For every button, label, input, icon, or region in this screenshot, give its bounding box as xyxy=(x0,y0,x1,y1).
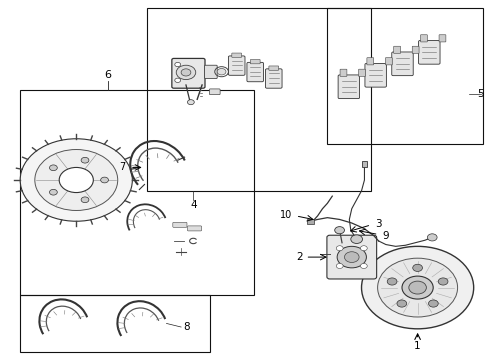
Circle shape xyxy=(336,264,343,269)
FancyBboxPatch shape xyxy=(268,66,278,70)
Circle shape xyxy=(386,278,396,285)
Circle shape xyxy=(49,189,57,195)
Circle shape xyxy=(377,258,457,317)
FancyBboxPatch shape xyxy=(337,75,359,99)
Circle shape xyxy=(49,165,57,171)
Circle shape xyxy=(401,276,432,299)
Circle shape xyxy=(81,157,89,163)
Circle shape xyxy=(437,278,447,285)
Text: 6: 6 xyxy=(104,69,111,80)
FancyBboxPatch shape xyxy=(418,41,439,64)
Circle shape xyxy=(360,264,366,269)
Circle shape xyxy=(408,281,426,294)
Bar xyxy=(147,8,370,191)
Text: 4: 4 xyxy=(190,200,196,210)
Circle shape xyxy=(412,264,422,271)
FancyBboxPatch shape xyxy=(438,35,445,42)
Text: 7: 7 xyxy=(119,162,125,172)
FancyBboxPatch shape xyxy=(204,65,217,78)
FancyBboxPatch shape xyxy=(358,69,365,76)
FancyBboxPatch shape xyxy=(265,69,282,88)
FancyBboxPatch shape xyxy=(231,53,241,57)
FancyBboxPatch shape xyxy=(326,235,376,279)
Bar xyxy=(327,8,483,144)
Circle shape xyxy=(101,177,108,183)
Circle shape xyxy=(334,226,344,234)
Text: 1: 1 xyxy=(413,341,420,351)
Circle shape xyxy=(59,167,93,193)
Circle shape xyxy=(35,149,118,211)
FancyBboxPatch shape xyxy=(187,226,201,231)
Circle shape xyxy=(427,234,436,241)
FancyBboxPatch shape xyxy=(364,63,386,87)
Circle shape xyxy=(427,300,437,307)
FancyBboxPatch shape xyxy=(411,46,418,53)
Circle shape xyxy=(176,65,195,80)
FancyBboxPatch shape xyxy=(366,58,373,65)
Circle shape xyxy=(350,235,362,243)
FancyBboxPatch shape xyxy=(171,58,204,88)
FancyBboxPatch shape xyxy=(246,62,263,82)
Circle shape xyxy=(360,246,366,251)
FancyBboxPatch shape xyxy=(391,52,412,76)
Bar xyxy=(20,90,254,295)
Text: 3: 3 xyxy=(374,219,381,229)
Circle shape xyxy=(174,78,180,82)
Circle shape xyxy=(181,69,190,76)
Bar xyxy=(306,219,314,225)
FancyBboxPatch shape xyxy=(209,89,220,95)
Circle shape xyxy=(396,300,406,307)
Circle shape xyxy=(361,246,473,329)
Circle shape xyxy=(217,68,225,75)
FancyBboxPatch shape xyxy=(172,222,186,227)
Text: 5: 5 xyxy=(476,89,483,99)
Bar xyxy=(20,295,210,352)
Circle shape xyxy=(20,139,132,221)
Circle shape xyxy=(81,197,89,203)
Text: 9: 9 xyxy=(381,231,388,240)
FancyBboxPatch shape xyxy=(228,56,244,75)
FancyBboxPatch shape xyxy=(393,46,400,53)
FancyBboxPatch shape xyxy=(250,59,260,64)
Bar xyxy=(361,161,366,167)
FancyBboxPatch shape xyxy=(420,35,427,42)
Circle shape xyxy=(174,62,180,67)
Circle shape xyxy=(336,246,366,268)
Text: 10: 10 xyxy=(280,210,292,220)
Circle shape xyxy=(187,100,194,105)
Text: 8: 8 xyxy=(183,322,190,332)
FancyBboxPatch shape xyxy=(339,69,346,76)
Circle shape xyxy=(336,246,343,251)
Circle shape xyxy=(344,252,358,262)
FancyBboxPatch shape xyxy=(385,58,391,65)
Text: 2: 2 xyxy=(296,252,303,262)
